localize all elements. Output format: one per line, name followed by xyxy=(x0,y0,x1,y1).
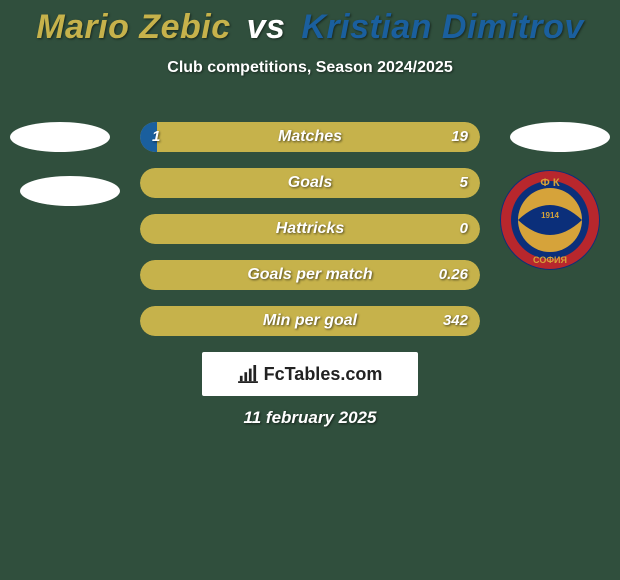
player2-club-badge: Ф К 1914 СОФИЯ xyxy=(500,170,600,270)
stat-right-value: 19 xyxy=(451,122,468,152)
stat-right-value: 0 xyxy=(460,214,468,244)
club-badge-icon: Ф К 1914 СОФИЯ xyxy=(500,170,600,270)
player1-club-placeholder xyxy=(20,176,120,206)
badge-top-text: Ф К xyxy=(540,177,559,189)
player1-photo-placeholder xyxy=(10,122,110,152)
stat-label: Min per goal xyxy=(140,306,480,336)
date-text: 11 february 2025 xyxy=(0,408,620,428)
stat-row-matches: 1 Matches 19 xyxy=(140,122,480,152)
vs-text: vs xyxy=(247,8,286,46)
badge-city: СОФИЯ xyxy=(533,255,567,265)
badge-year: 1914 xyxy=(541,211,559,220)
page-title: Mario Zebic vs Kristian Dimitrov xyxy=(0,0,620,47)
stat-row-goals: Goals 5 xyxy=(140,168,480,198)
stat-right-value: 342 xyxy=(443,306,468,336)
stat-right-value: 5 xyxy=(460,168,468,198)
stat-row-min-per-goal: Min per goal 342 xyxy=(140,306,480,336)
stat-row-hattricks: Hattricks 0 xyxy=(140,214,480,244)
brand-text: FcTables.com xyxy=(264,364,383,385)
chart-bars-icon xyxy=(238,365,258,383)
player2-photo-placeholder xyxy=(510,122,610,152)
subtitle: Club competitions, Season 2024/2025 xyxy=(0,59,620,77)
comparison-card: Mario Zebic vs Kristian Dimitrov Club co… xyxy=(0,0,620,580)
stat-label: Goals xyxy=(140,168,480,198)
stat-bars: 1 Matches 19 Goals 5 Hattricks 0 Goals p… xyxy=(140,122,480,352)
stat-right-value: 0.26 xyxy=(439,260,468,290)
player2-name: Kristian Dimitrov xyxy=(301,8,583,46)
branding-box: FcTables.com xyxy=(202,352,418,396)
player1-name: Mario Zebic xyxy=(36,8,230,46)
stat-label: Goals per match xyxy=(140,260,480,290)
stat-label: Hattricks xyxy=(140,214,480,244)
stat-label: Matches xyxy=(140,122,480,152)
stat-row-goals-per-match: Goals per match 0.26 xyxy=(140,260,480,290)
